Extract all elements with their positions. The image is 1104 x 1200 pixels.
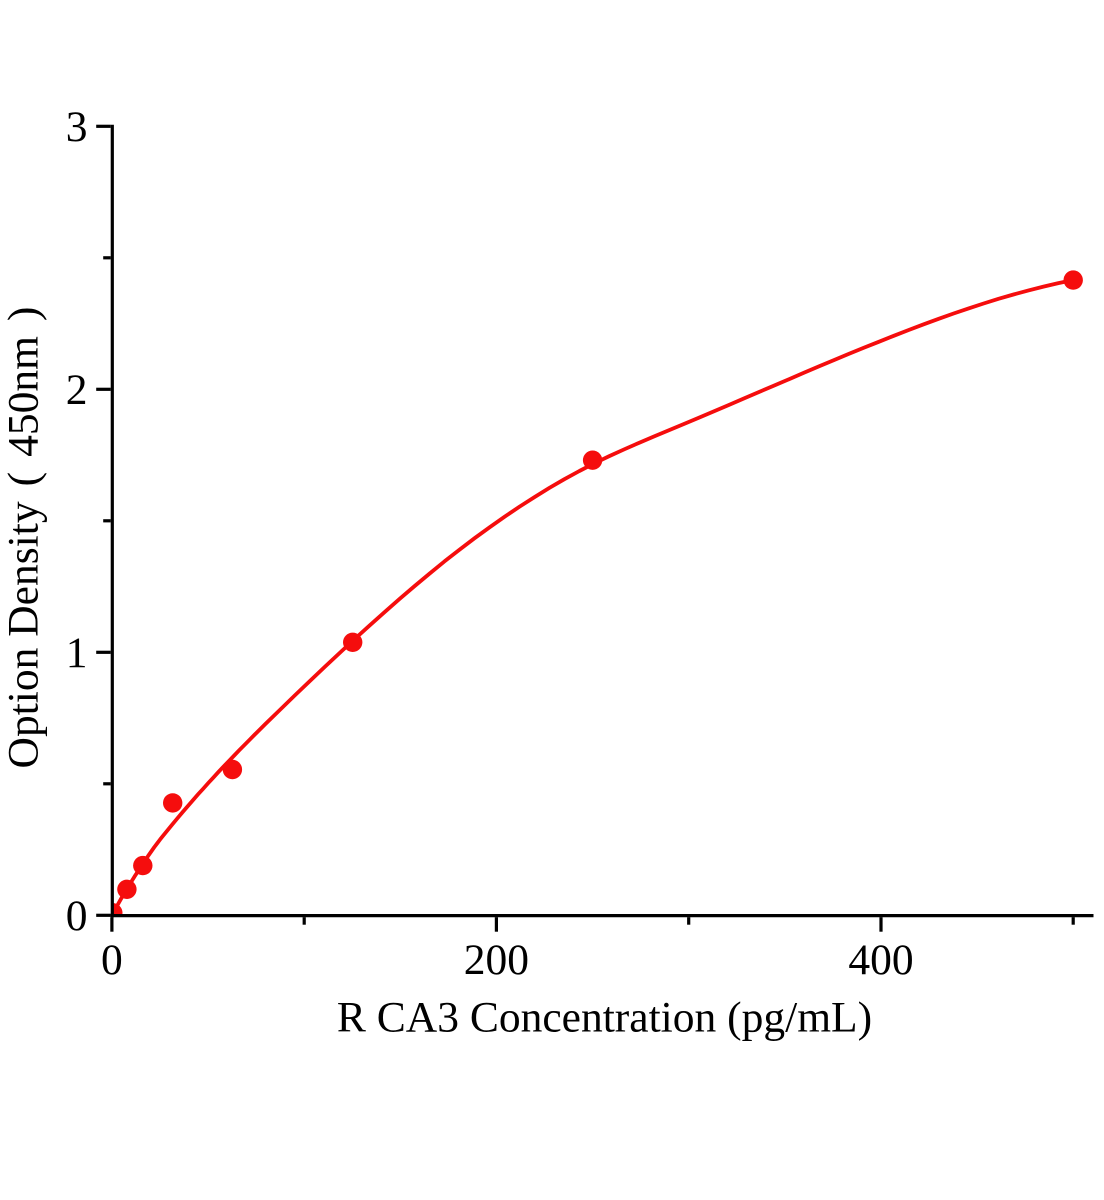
svg-text:1: 1 [66, 629, 88, 677]
svg-text:0: 0 [101, 936, 123, 984]
svg-text:3: 3 [66, 103, 88, 151]
svg-text:Option Density(450nm): Option Density(450nm) [0, 307, 48, 769]
svg-text:200: 200 [464, 936, 529, 984]
svg-text:0: 0 [66, 892, 88, 940]
svg-text:2: 2 [66, 366, 88, 414]
svg-text:400: 400 [848, 936, 913, 984]
svg-text:R CA3 Concentration (pg/mL): R CA3 Concentration (pg/mL) [337, 993, 872, 1041]
